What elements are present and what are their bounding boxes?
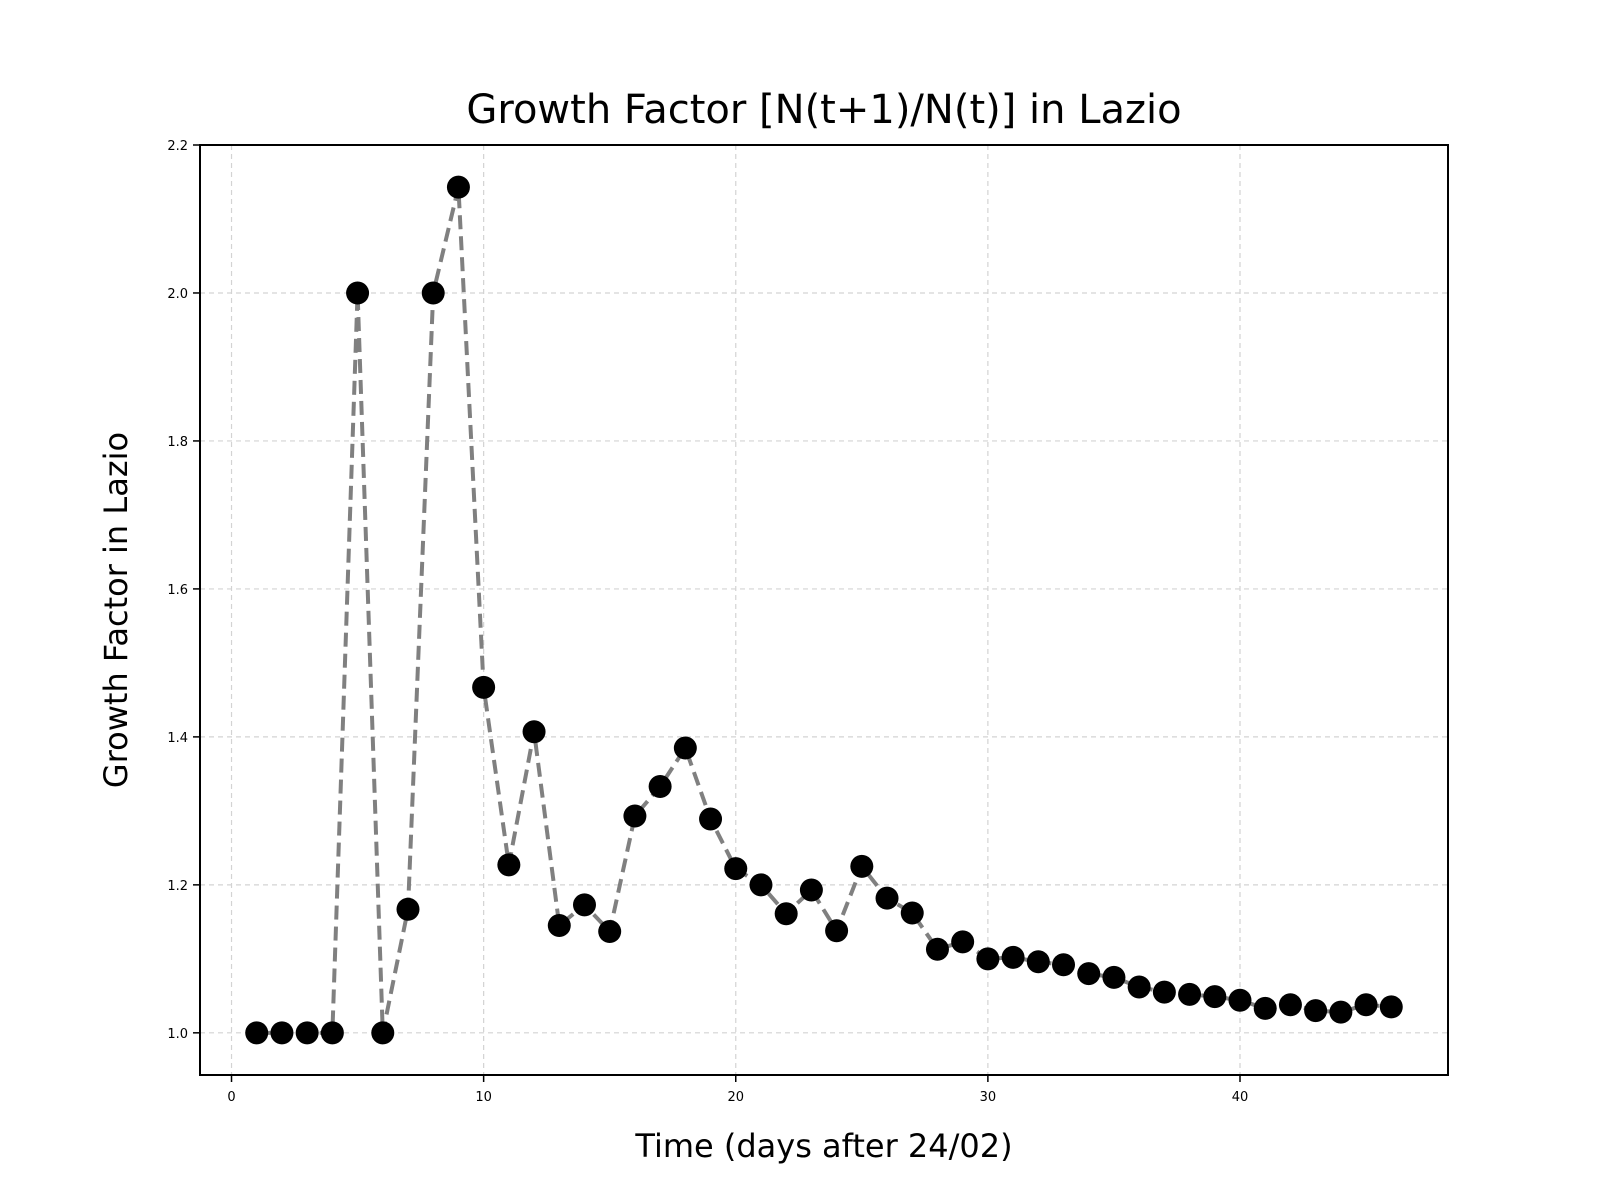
data-point: [598, 919, 622, 943]
data-point: [900, 901, 924, 925]
y-tick-label: 1.0: [167, 1027, 188, 1042]
data-point: [976, 947, 1000, 971]
y-tick-label: 2.0: [167, 287, 188, 302]
data-point: [371, 1021, 395, 1045]
data-point: [1329, 1000, 1353, 1024]
data-point: [1178, 982, 1202, 1006]
plot-frame: [199, 144, 1449, 1076]
x-tick-label: 0: [227, 1090, 235, 1105]
data-point: [396, 897, 420, 921]
data-point: [421, 281, 445, 305]
data-point: [522, 720, 546, 744]
x-tick-label: 40: [1232, 1090, 1249, 1105]
data-point: [648, 774, 672, 798]
data-point: [850, 854, 874, 878]
data-point: [1052, 953, 1076, 977]
data-point: [1379, 995, 1403, 1019]
data-point: [1203, 985, 1227, 1009]
data-point: [1127, 975, 1151, 999]
y-tick-label: 1.8: [167, 435, 188, 450]
data-point: [1253, 996, 1277, 1020]
x-tick-label: 30: [980, 1090, 997, 1105]
x-tick-label: 10: [475, 1090, 492, 1105]
data-point: [749, 873, 773, 897]
y-tick-label: 1.2: [167, 879, 188, 894]
data-point: [1026, 950, 1050, 974]
data-point: [825, 919, 849, 943]
y-tick-label: 2.2: [167, 139, 188, 154]
data-point: [245, 1021, 269, 1045]
data-point: [547, 914, 571, 938]
y-tick-label: 1.4: [167, 731, 188, 746]
data-point: [699, 807, 723, 831]
data-point: [774, 902, 798, 926]
chart-title: Growth Factor [N(t+1)/N(t)] in Lazio: [466, 87, 1181, 133]
x-tick-label: 20: [727, 1090, 744, 1105]
series-line-layer: [256, 185, 1392, 1035]
data-point: [1077, 962, 1101, 986]
data-point: [875, 886, 899, 910]
data-point: [270, 1021, 294, 1045]
data-point: [724, 857, 748, 881]
data-point: [1354, 993, 1378, 1017]
data-point: [446, 175, 470, 199]
data-point: [1152, 980, 1176, 1004]
data-point: [623, 804, 647, 828]
data-point: [925, 937, 949, 961]
data-point: [346, 281, 370, 305]
data-point: [497, 853, 521, 877]
data-point: [295, 1021, 319, 1045]
y-axis-label: Growth Factor in Lazio: [97, 432, 135, 788]
data-point: [1278, 993, 1302, 1017]
data-point: [951, 930, 975, 954]
data-point: [1304, 999, 1328, 1023]
data-point: [320, 1021, 344, 1045]
data-point: [1228, 988, 1252, 1012]
axis-ticks: 0 10 20 30 40 1.0 1.2 1.4 1.6 1.8 2.0 2.2: [167, 139, 1248, 1105]
data-point: [673, 736, 697, 760]
y-tick-label: 1.6: [167, 583, 188, 598]
data-points: [245, 175, 1403, 1045]
data-point: [1001, 945, 1025, 969]
data-point: [472, 675, 496, 699]
series-line: [256, 185, 1392, 1035]
data-point: [572, 893, 596, 917]
plot-area-background: [200, 145, 1448, 1075]
data-point: [799, 878, 823, 902]
x-axis-label: Time (days after 24/02): [634, 1127, 1012, 1165]
data-point: [1102, 965, 1126, 989]
